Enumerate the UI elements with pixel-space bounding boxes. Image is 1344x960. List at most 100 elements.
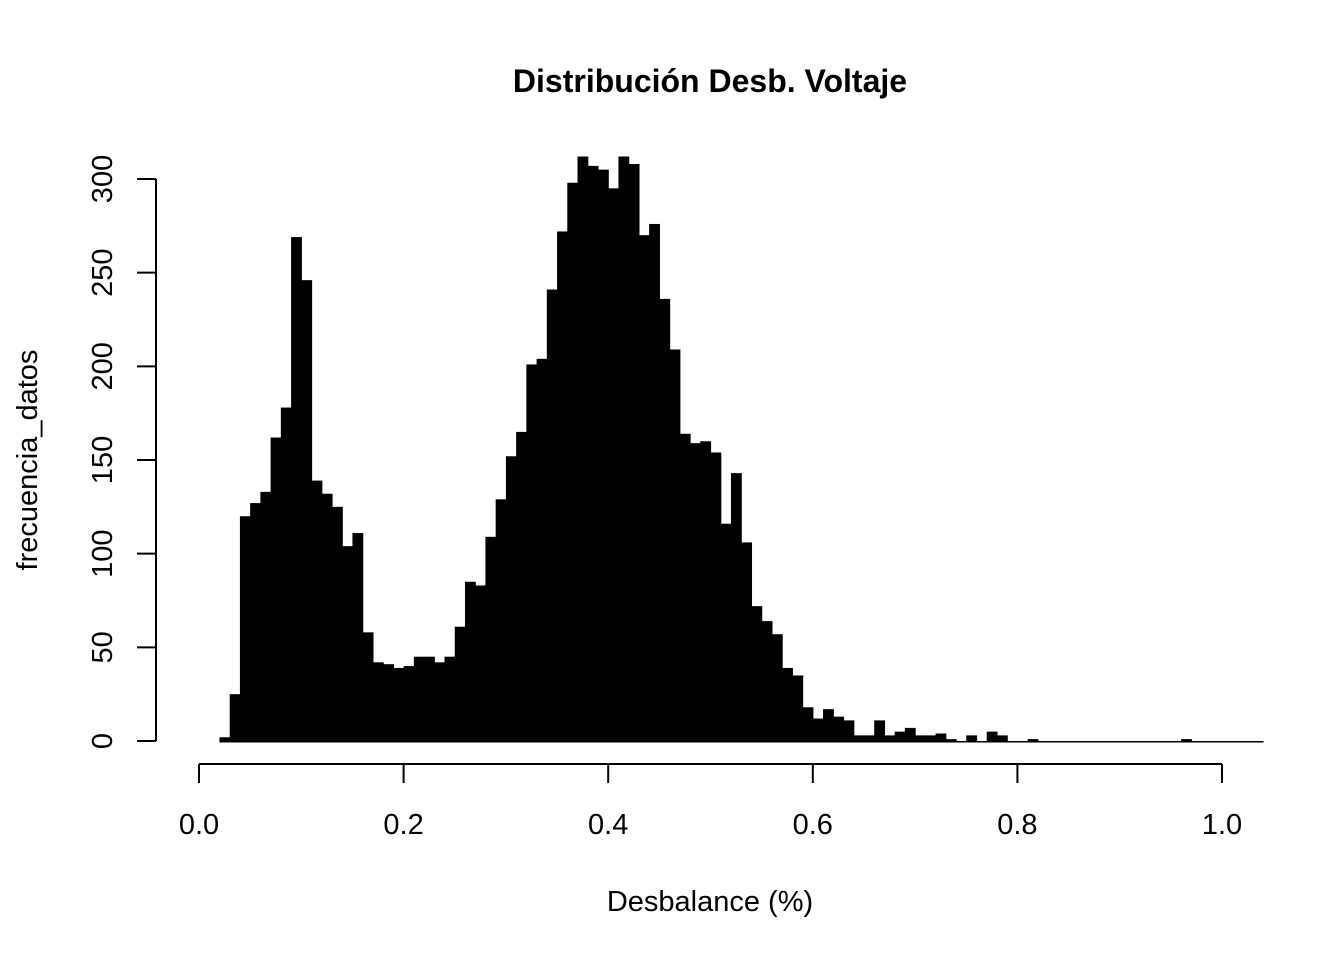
y-tick-label: 50 <box>87 631 119 663</box>
histogram-bar <box>260 491 272 743</box>
histogram-bar <box>516 431 527 743</box>
histogram-bar <box>331 506 343 743</box>
histogram-bar <box>884 735 896 743</box>
histogram-bar <box>904 727 916 743</box>
histogram-bar <box>536 358 548 743</box>
x-tick-label: 0.4 <box>588 809 628 841</box>
histogram-bar <box>986 731 998 743</box>
histogram-bar <box>557 231 568 743</box>
x-axis-label: Desbalance (%) <box>607 886 813 918</box>
chart-title: Distribución Desb. Voltaje <box>513 63 907 99</box>
histogram-bar <box>761 621 773 743</box>
histogram-bar <box>710 452 722 743</box>
y-axis: 0 50 100 150 200 250 300 <box>87 155 157 749</box>
histogram-bar <box>526 364 538 743</box>
histogram-bar <box>1119 741 1131 743</box>
histogram-bar <box>1232 741 1244 743</box>
histogram-bar <box>618 156 630 743</box>
y-tick-label: 200 <box>87 342 119 390</box>
y-axis-label: frecuencia_datos <box>12 350 44 571</box>
histogram-bar <box>1150 741 1162 743</box>
histogram-bar <box>1017 741 1029 743</box>
histogram-bar <box>751 606 763 743</box>
histogram-bar <box>935 733 947 743</box>
histogram-bar <box>342 546 354 743</box>
histogram-bar <box>649 223 660 743</box>
histogram-bar <box>1211 741 1223 743</box>
histogram-bar <box>1089 741 1100 743</box>
histogram-bar <box>1242 741 1254 743</box>
histogram-bar <box>505 456 517 743</box>
histogram-bar <box>1027 739 1039 743</box>
histogram-bar <box>291 237 302 743</box>
histogram-bar <box>812 718 824 743</box>
histogram-bar <box>1099 741 1111 743</box>
histogram-bar <box>444 656 456 743</box>
histogram-bar <box>424 656 435 743</box>
y-tick-label: 150 <box>87 436 119 484</box>
histogram-bar <box>1191 741 1203 743</box>
histogram-bar <box>966 735 978 743</box>
histogram-bar <box>280 407 292 743</box>
x-tick-label: 1.0 <box>1202 809 1242 841</box>
histogram-bar <box>782 667 793 743</box>
histogram-bar <box>464 581 476 743</box>
histogram-bar <box>1129 741 1141 743</box>
histogram-bar <box>567 182 579 743</box>
histogram-bar <box>1058 741 1070 743</box>
histogram-bar <box>1068 741 1080 743</box>
histogram-bar <box>597 169 609 743</box>
histogram-bar <box>577 156 589 743</box>
y-tick-label: 0 <box>87 733 119 749</box>
histogram-bar <box>1222 741 1233 743</box>
histogram-bar <box>1007 741 1018 743</box>
histogram-bar <box>1170 741 1182 743</box>
histogram-bar <box>720 523 732 743</box>
histogram-bar <box>741 542 753 743</box>
histogram-bar <box>485 536 497 743</box>
histogram-bar <box>352 533 364 743</box>
histogram-bar <box>311 480 323 743</box>
x-tick-label: 0.6 <box>793 809 833 841</box>
histogram-bar <box>1140 741 1151 743</box>
histogram-bar <box>403 666 415 743</box>
histogram-bar <box>833 716 845 743</box>
histogram-bar <box>1160 741 1172 743</box>
histogram-bar <box>659 298 671 743</box>
histogram-bar <box>587 165 599 743</box>
x-axis: 0.0 0.2 0.4 0.6 0.8 1.0 <box>179 763 1242 841</box>
histogram-bar <box>669 349 681 743</box>
histogram-bar <box>823 709 834 743</box>
x-tick-label: 0.8 <box>997 809 1037 841</box>
histogram-bar <box>996 735 1008 743</box>
histogram-bar <box>700 441 712 743</box>
histogram-bar <box>393 667 405 743</box>
histogram-bar <box>863 735 875 743</box>
histogram-bar <box>321 493 333 743</box>
histogram-bar <box>454 626 466 743</box>
y-tick-label: 300 <box>87 155 119 203</box>
histogram-bar <box>915 735 926 743</box>
histogram-bar <box>843 720 855 743</box>
histogram-bar <box>372 662 384 743</box>
histogram-bar <box>383 664 394 743</box>
histogram-bar <box>894 731 906 743</box>
histogram-bar <box>475 585 487 743</box>
histogram-bar <box>853 735 865 743</box>
histogram-bar <box>874 720 886 743</box>
histogram-bar <box>1109 741 1121 743</box>
histogram-bar <box>956 741 967 743</box>
histogram-bar <box>1048 741 1059 743</box>
histogram-bar <box>771 634 783 743</box>
histogram-bar <box>413 656 425 743</box>
x-tick-label: 0.0 <box>179 809 219 841</box>
histogram-bar <box>679 433 691 743</box>
histogram-bar <box>1201 741 1213 743</box>
histogram-bar <box>690 443 701 743</box>
histogram-bar <box>229 694 241 743</box>
histogram-bar <box>239 516 251 743</box>
histogram-bar <box>802 707 814 743</box>
y-tick-label: 250 <box>87 248 119 296</box>
histogram-bar <box>1252 741 1264 743</box>
